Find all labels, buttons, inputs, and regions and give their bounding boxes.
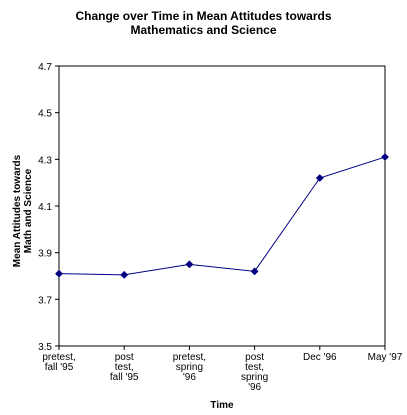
x-tick-label-line: post: [245, 352, 264, 363]
x-tick-label-line: pretest,: [173, 352, 206, 363]
data-point-marker: [315, 174, 324, 182]
data-point-marker: [185, 260, 194, 269]
x-tick-label-line: test,: [115, 362, 134, 373]
y-tick-label: 4.3: [38, 155, 52, 166]
data-point-marker: [120, 270, 129, 279]
x-tick-label-line: fall '95: [45, 362, 74, 373]
x-tick-label-line: pretest,: [42, 352, 75, 363]
data-point-marker: [55, 269, 63, 278]
x-tick-label-line: Dec '96: [303, 352, 337, 363]
x-tick-label-line: spring: [176, 362, 203, 373]
x-tick-label-line: spring: [241, 372, 268, 383]
y-tick-label: 4.7: [38, 62, 52, 73]
chart-title-line-2: Mathematics and Science: [130, 23, 277, 37]
y-axis-title-text: Mean Attitudes towardsMath and Science: [12, 154, 34, 267]
x-tick-label-line: May '97: [368, 352, 403, 363]
y-axis-title-line: Mean Attitudes towards: [12, 154, 23, 267]
x-axis-title: Time: [210, 400, 234, 411]
y-tick-label: 4.5: [38, 109, 52, 120]
data-point-marker: [381, 153, 389, 161]
y-tick-label: 3.7: [38, 295, 52, 306]
y-tick-label: 3.9: [38, 249, 52, 260]
y-tick-label: 4.1: [38, 202, 52, 213]
series-group: [55, 153, 389, 279]
x-tick-label-line: '96: [248, 382, 261, 393]
x-tick-label-line: '96: [183, 372, 196, 383]
series-line: [58, 156, 386, 276]
x-tick-label-line: fall '95: [110, 372, 139, 383]
chart-title-line-1: Change over Time in Mean Attitudes towar…: [75, 9, 332, 23]
y-axis: 3.5 3.7 3.9 4.1 4.3 4.5 4.7: [38, 62, 59, 353]
x-tick-label: pretest, spring '96: [173, 352, 206, 383]
x-tick-label: post test, fall '95: [110, 352, 139, 383]
x-tick-label: pretest, fall '95: [42, 352, 75, 373]
plot-frame: [58, 65, 386, 347]
y-axis-title-line: Math and Science: [23, 168, 34, 253]
chart-title: Change over Time in Mean Attitudes towar…: [0, 9, 407, 37]
y-tick-label: 3.5: [38, 342, 52, 353]
x-tick-label: May '97: [368, 352, 403, 363]
y-axis-title: Mean Attitudes towardsMath and Science: [12, 154, 34, 267]
x-tick-label: post test, spring '96: [241, 352, 268, 393]
x-tick-label-line: test,: [245, 362, 264, 373]
data-point-marker: [250, 267, 259, 276]
x-tick-label-line: post: [115, 352, 134, 363]
x-tick-label: Dec '96: [303, 352, 337, 363]
